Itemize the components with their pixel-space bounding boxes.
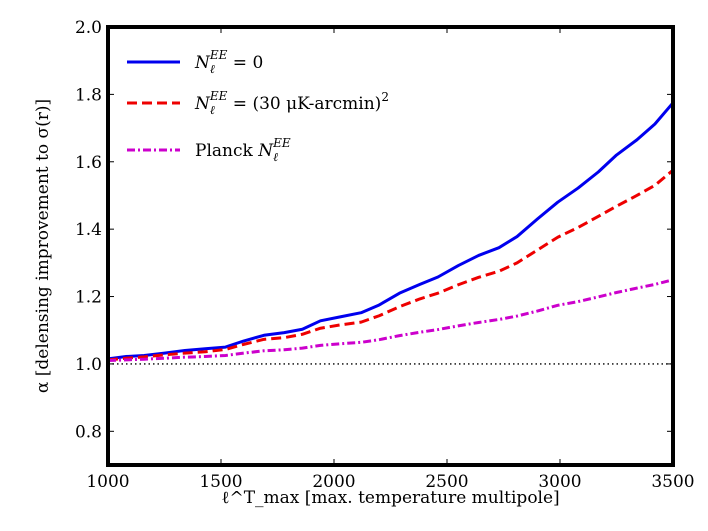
axis-ticks: 1000 1500 2000 2500 3000 3500 0.8 1.0 1.2 1.4 1.6 1… bbox=[75, 18, 695, 492]
x-tick-label: 2000 bbox=[312, 472, 355, 492]
y-tick-label: 1.4 bbox=[75, 220, 102, 240]
x-tick-label: 3000 bbox=[538, 472, 581, 492]
y-tick-label: 2.0 bbox=[75, 18, 102, 38]
legend-label-3: Planck NℓEE bbox=[195, 136, 291, 164]
y-axis-label: α [delensing improvement to σ(r)] bbox=[33, 99, 53, 393]
legend-label-1: NℓEE = 0 bbox=[194, 48, 263, 76]
x-axis-label: ℓ^T_max [max. temperature multipole] bbox=[221, 488, 559, 508]
plot-frame bbox=[106, 25, 675, 467]
x-tick-label: 2500 bbox=[425, 472, 468, 492]
x-tick-label: 3500 bbox=[651, 472, 694, 492]
x-tick-label: 1500 bbox=[199, 472, 242, 492]
x-tick-label: 1000 bbox=[86, 472, 129, 492]
y-tick-label: 1.8 bbox=[75, 85, 102, 105]
series-lines bbox=[107, 101, 675, 363]
y-tick-label: 0.8 bbox=[75, 422, 102, 442]
series-line-2 bbox=[107, 169, 674, 362]
y-tick-label: 1.2 bbox=[75, 288, 102, 308]
legend-label-2: NℓEE = (30 μK-arcmin)2 bbox=[194, 89, 389, 117]
legend: NℓEE = 0 NℓEE = (30 μK-arcmin)2 Planck NℓE… bbox=[127, 48, 389, 164]
y-tick-label: 1.6 bbox=[75, 153, 102, 173]
series-line-1 bbox=[107, 101, 675, 361]
y-tick-label: 1.0 bbox=[75, 355, 102, 375]
